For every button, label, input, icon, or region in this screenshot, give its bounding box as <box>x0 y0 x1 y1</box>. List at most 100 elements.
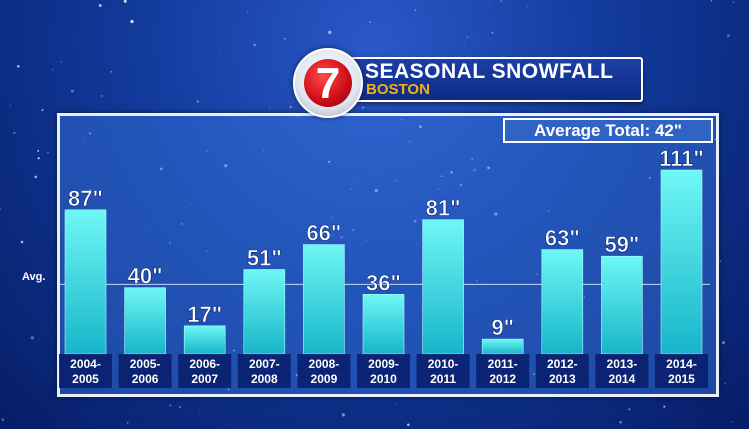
average-total-label: Average Total: 42" <box>503 118 713 143</box>
category-label: 2009 <box>311 372 338 386</box>
snowflake <box>52 68 54 70</box>
category-label: 2012 <box>489 372 516 386</box>
snowflake <box>362 106 365 109</box>
snowflake <box>218 52 220 54</box>
snowflake <box>413 219 417 223</box>
channel-number: 7 <box>304 59 352 108</box>
snowflake <box>416 242 418 244</box>
bar-2009-2010 <box>362 293 405 355</box>
snowflake <box>357 177 359 179</box>
snowflake <box>487 166 490 170</box>
snowflake <box>37 150 40 152</box>
snowflake <box>41 109 44 112</box>
snowflake <box>297 121 299 123</box>
snowflake <box>459 184 462 187</box>
snowflake <box>100 95 103 97</box>
chart-subtitle: BOSTON <box>366 81 430 98</box>
category-label: 2008- <box>309 357 340 371</box>
snowflake <box>366 240 368 242</box>
snowflake <box>340 235 344 239</box>
snowflake <box>732 1 734 3</box>
category-label: 2006 <box>132 372 159 386</box>
category-label: 2011- <box>488 357 518 371</box>
value-label: 36" <box>366 270 401 295</box>
snowflake <box>456 164 458 166</box>
snowflake <box>414 9 417 12</box>
snowflake <box>169 404 172 407</box>
category-label: 2013 <box>549 372 576 386</box>
snowflake <box>224 164 228 168</box>
category-label-box <box>118 354 172 388</box>
snowflake <box>726 34 730 38</box>
channel-7-logo: 7 <box>293 48 363 118</box>
snowflake <box>710 0 713 2</box>
snowflake <box>440 175 443 177</box>
category-label: 2005- <box>130 357 161 371</box>
snowflake <box>721 340 726 345</box>
bar-2005-2006 <box>124 287 166 355</box>
snowflake <box>489 2 491 4</box>
average-line-label: Avg. <box>22 271 46 283</box>
snowflake <box>731 421 733 423</box>
title-banner: SEASONAL SNOWFALL BOSTON <box>333 57 643 102</box>
snowflake <box>351 228 355 232</box>
snowflake <box>664 147 667 149</box>
snowflake <box>369 21 371 24</box>
snowflake <box>205 150 208 153</box>
category-label-box <box>297 354 351 388</box>
bar-2006-2007 <box>183 325 226 355</box>
snowflake <box>331 235 333 237</box>
snowflake <box>600 176 602 178</box>
category-label: 2014- <box>666 357 697 371</box>
value-label: 66" <box>306 221 341 246</box>
snowflake <box>253 43 256 47</box>
snowflake <box>126 421 129 424</box>
category-label: 2015 <box>668 372 695 386</box>
snowflake <box>60 61 62 63</box>
snowflake <box>88 188 93 193</box>
category-label: 2007- <box>249 357 280 371</box>
snowflake <box>341 413 345 417</box>
category-label: 2009- <box>368 357 399 371</box>
snowflake <box>289 106 292 108</box>
snowflake <box>233 349 235 352</box>
snowflake <box>34 175 37 179</box>
category-label-box <box>655 354 708 388</box>
snowflake <box>476 280 478 282</box>
category-label: 2010 <box>370 372 397 386</box>
category-label-box <box>357 354 410 388</box>
bar-2007-2008 <box>243 269 286 355</box>
snowflake <box>47 151 49 154</box>
value-label: 63" <box>545 226 580 251</box>
snowflake <box>491 31 494 34</box>
bar-2013-2014 <box>601 255 643 355</box>
snowflake <box>1 418 5 421</box>
snowflake <box>494 212 498 216</box>
snowflake <box>37 157 40 160</box>
snowflake <box>247 11 249 13</box>
category-label: 2004- <box>70 357 101 371</box>
snowflake <box>123 0 127 3</box>
value-label: 9" <box>491 315 514 340</box>
snowflake <box>110 71 112 73</box>
bar-2010-2011 <box>422 219 464 355</box>
snowflake <box>583 296 585 298</box>
snowflake <box>331 216 333 218</box>
value-label: 40" <box>128 264 163 289</box>
snowflake <box>16 64 20 68</box>
snowflake <box>473 168 477 172</box>
snowflake <box>83 140 85 142</box>
snowflake <box>536 273 538 275</box>
snowflake <box>619 420 623 424</box>
category-label: 2011 <box>430 372 456 386</box>
snowflake <box>189 202 191 204</box>
snowflake <box>168 241 171 244</box>
snowflake <box>628 408 631 411</box>
snowflake <box>139 129 141 131</box>
snowflake <box>159 167 163 171</box>
snowflake <box>0 208 2 210</box>
snowflake <box>227 388 230 391</box>
category-label: 2014 <box>609 372 636 386</box>
bar-2008-2009 <box>303 244 345 355</box>
